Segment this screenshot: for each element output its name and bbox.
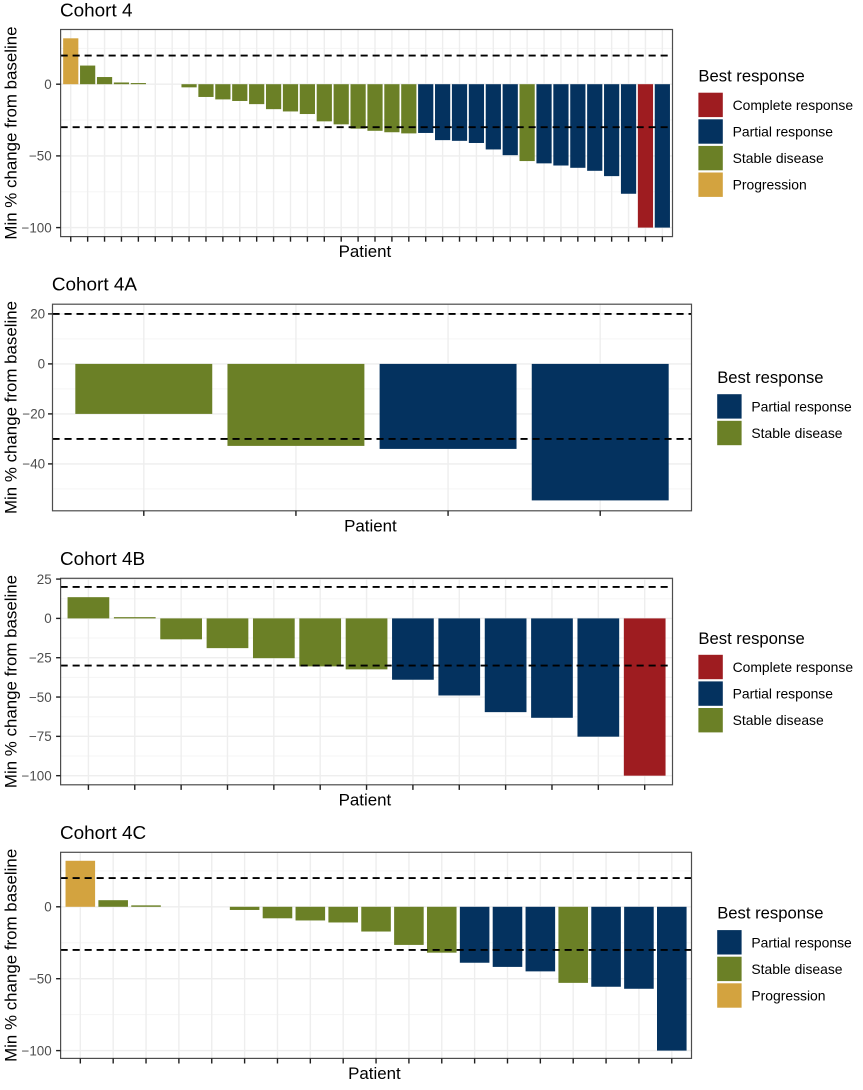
svg-text:0: 0	[44, 611, 51, 626]
svg-text:Stable disease: Stable disease	[733, 150, 824, 166]
svg-text:Patient: Patient	[348, 1064, 401, 1083]
svg-text:Patient: Patient	[339, 242, 392, 261]
svg-text:Min % change from baseline: Min % change from baseline	[1, 849, 20, 1062]
svg-text:Min % change from baseline: Min % change from baseline	[1, 26, 20, 239]
svg-text:−100: −100	[22, 768, 52, 783]
svg-text:0: 0	[44, 900, 51, 915]
svg-text:−50: −50	[29, 690, 52, 705]
svg-text:25: 25	[37, 572, 52, 587]
svg-text:Best response: Best response	[698, 629, 804, 648]
svg-text:0: 0	[44, 77, 51, 92]
svg-text:−100: −100	[22, 220, 52, 235]
svg-text:Progression: Progression	[751, 988, 825, 1004]
svg-text:Partial response: Partial response	[751, 934, 852, 950]
svg-text:Cohort 4B: Cohort 4B	[60, 549, 145, 570]
svg-text:Complete response: Complete response	[733, 97, 854, 113]
svg-text:Min % change from baseline: Min % change from baseline	[1, 575, 20, 788]
svg-text:Cohort 4: Cohort 4	[60, 1, 132, 22]
svg-text:Best response: Best response	[717, 368, 823, 387]
svg-text:Complete response: Complete response	[733, 659, 854, 675]
svg-text:−40: −40	[22, 457, 45, 472]
svg-text:Best response: Best response	[717, 903, 823, 922]
svg-text:Patient: Patient	[344, 517, 397, 536]
svg-text:Stable disease: Stable disease	[733, 712, 824, 728]
svg-text:−75: −75	[29, 729, 52, 744]
svg-text:Partial response: Partial response	[733, 124, 834, 140]
svg-text:−50: −50	[29, 972, 52, 987]
svg-text:Stable disease: Stable disease	[751, 961, 842, 977]
svg-text:Partial response: Partial response	[751, 398, 852, 414]
svg-text:Min % change from baseline: Min % change from baseline	[1, 301, 20, 514]
svg-text:0: 0	[38, 357, 45, 372]
svg-text:Patient: Patient	[339, 790, 392, 809]
svg-text:−100: −100	[22, 1043, 52, 1058]
svg-text:−20: −20	[22, 407, 45, 422]
svg-text:20: 20	[30, 307, 45, 322]
svg-text:Best response: Best response	[698, 66, 804, 85]
svg-text:Cohort 4A: Cohort 4A	[52, 275, 137, 296]
svg-text:Cohort 4C: Cohort 4C	[60, 823, 146, 844]
svg-text:Stable disease: Stable disease	[751, 425, 842, 441]
svg-text:−25: −25	[29, 651, 52, 666]
svg-text:−50: −50	[29, 149, 52, 164]
svg-text:Progression: Progression	[733, 177, 807, 193]
svg-text:Partial response: Partial response	[733, 686, 834, 702]
